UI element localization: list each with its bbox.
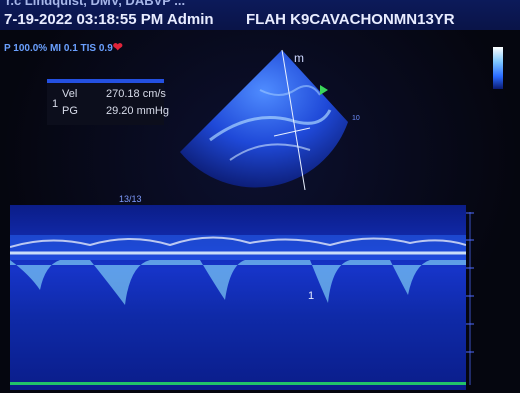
orientation-marker-icon: [320, 85, 328, 95]
echo-sector-image: m 10: [170, 40, 370, 191]
params-text: P 100.0% MI 0.1 TIS 0.9: [4, 43, 113, 54]
spectral-band: [10, 235, 466, 260]
gradient-row: PG 29.20 mmHg: [62, 105, 169, 117]
spectral-doppler-panel: [10, 205, 466, 390]
spectral-envelope: [10, 260, 466, 305]
spectral-svg: [10, 235, 466, 305]
sample-gate: [273, 127, 311, 137]
depth-label: 10: [352, 115, 360, 122]
acoustic-params: P 100.0% MI 0.1 TIS 0.9❤: [4, 40, 123, 54]
tissue-echo: [209, 109, 332, 142]
tissue-echo: [229, 143, 311, 161]
gradient-value: 29.20 mmHg: [106, 105, 169, 117]
exam-datetime: 7-19-2022 03:18:55 PM Admin: [4, 11, 214, 28]
heart-icon: ❤: [112, 40, 123, 54]
timeline-bar: [10, 382, 466, 385]
measurement-index: 1: [52, 98, 59, 110]
gradient-label: PG: [62, 105, 78, 117]
datetime-text: 7-19-2022 03:18:55 PM: [4, 11, 164, 28]
velocity-value: 270.18 cm/s: [106, 88, 166, 100]
tissue-echo: [259, 85, 321, 96]
sector-svg: m 10: [180, 49, 360, 191]
frame-counter: 13/13: [119, 194, 142, 204]
velocity-label: Vel: [62, 88, 78, 100]
gray-map-bar: [493, 47, 503, 89]
velocity-cursor-label: 1: [308, 290, 315, 302]
velocity-row: Vel 270.18 cm/s: [62, 88, 166, 100]
header-bar: r.c Lindquist, DMV, DABVP ... 7-19-2022 …: [0, 0, 520, 30]
sector-marker: m: [294, 51, 304, 65]
cropped-header-text: r.c Lindquist, DMV, DABVP ...: [6, 0, 186, 8]
doppler-cursor-line: [281, 49, 306, 191]
user-name: Admin: [166, 11, 214, 28]
spectral-forward: [10, 236, 466, 248]
patient-id: FLAH K9CAVACHONMN13YR: [246, 11, 455, 28]
measurement-box: 1 Vel 270.18 cm/s PG 29.20 mmHg: [47, 79, 169, 125]
